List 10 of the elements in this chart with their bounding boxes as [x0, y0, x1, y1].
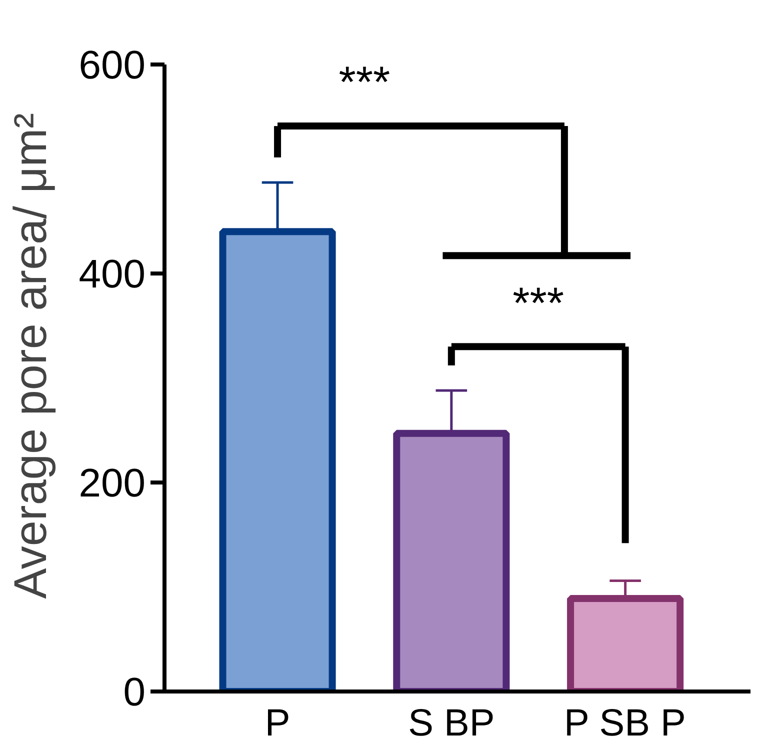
- y-tick-label: 400: [78, 252, 146, 296]
- x-tick-label: P: [264, 702, 290, 744]
- y-tick-label: 0: [123, 670, 146, 714]
- y-tick-label: 600: [78, 43, 146, 88]
- y-tick-label: 200: [78, 461, 146, 506]
- x-tick-label: P SB P: [564, 702, 686, 744]
- x-tick-label: S BP: [408, 702, 495, 744]
- annotation: ***: [512, 278, 564, 328]
- annotation: ***: [338, 58, 390, 108]
- y-axis-title: Average pore area/ μm²: [4, 113, 56, 599]
